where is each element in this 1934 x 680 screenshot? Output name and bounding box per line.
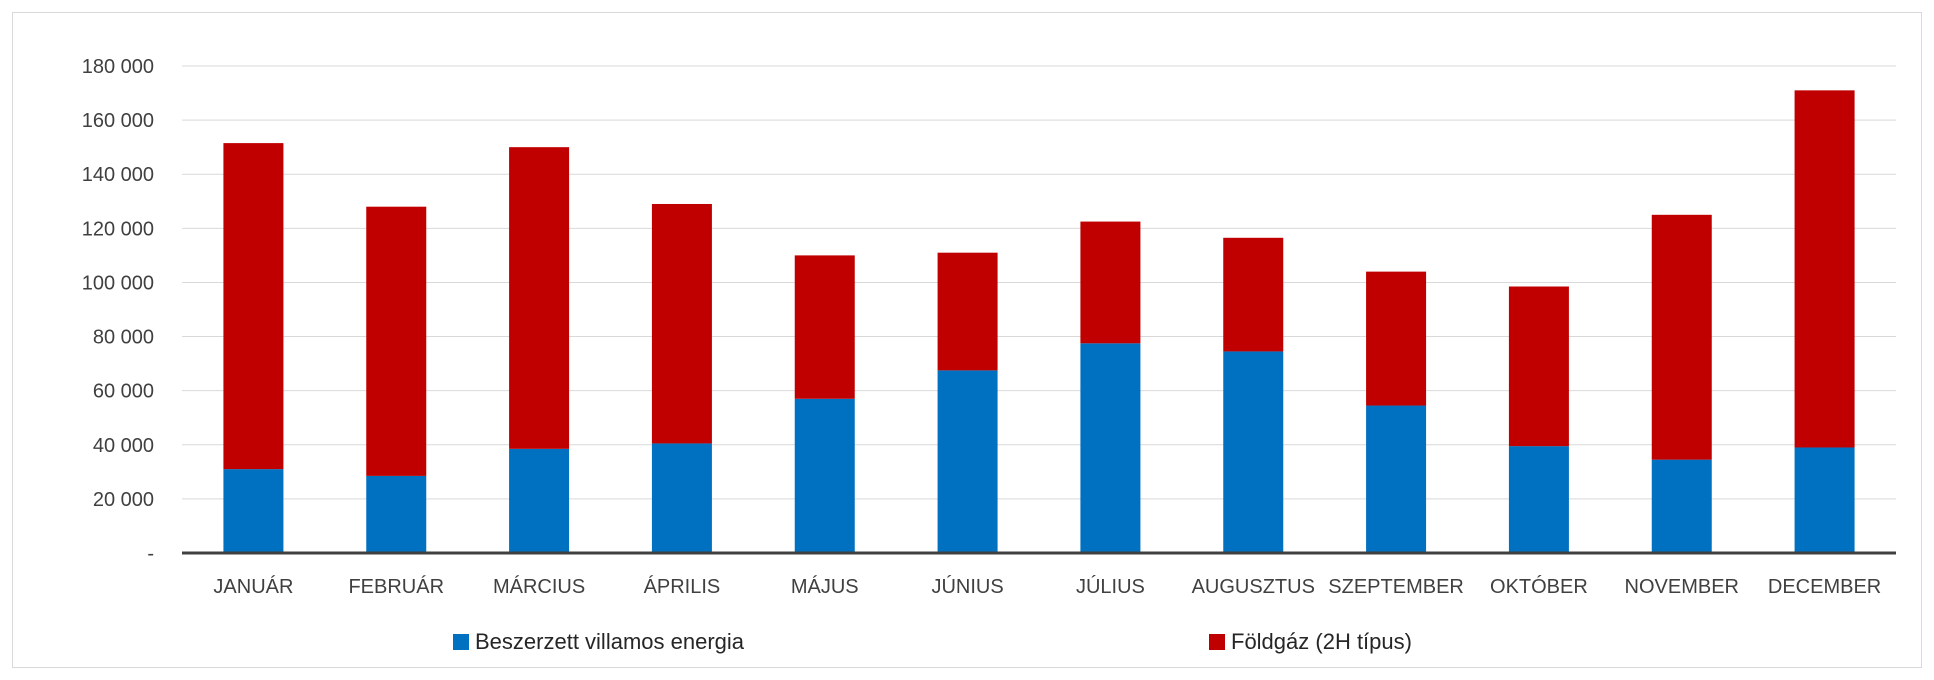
legend: Beszerzett villamos energia Földgáz (2H t… xyxy=(453,629,1412,654)
bar-villamos-energia-3 xyxy=(509,448,570,553)
x-tick-label: OKTÓBER xyxy=(1490,575,1588,598)
bar-villamos-energia-12 xyxy=(1794,447,1855,553)
bar-foldgaz-5 xyxy=(794,255,855,399)
bar-villamos-energia-6 xyxy=(937,370,998,553)
y-tick-labels: - 20 000 40 000 60 000 80 000 100 000 120 000 1… xyxy=(82,56,154,565)
bar-foldgaz-11 xyxy=(1651,214,1712,460)
y-tick-label: - xyxy=(147,543,154,565)
bar-foldgaz-2 xyxy=(366,206,427,476)
y-tick-label: 140 000 xyxy=(82,164,154,186)
y-tick-label: 180 000 xyxy=(82,56,154,78)
bar-foldgaz-9 xyxy=(1366,271,1427,406)
x-tick-label: ÁPRILIS xyxy=(644,575,721,598)
bar-villamos-energia-1 xyxy=(223,469,284,553)
bar-foldgaz-10 xyxy=(1508,286,1569,447)
bar-foldgaz-4 xyxy=(651,203,712,444)
y-tick-label: 20 000 xyxy=(93,489,154,511)
x-tick-label: JÚNIUS xyxy=(931,575,1003,598)
bar-foldgaz-3 xyxy=(509,147,570,449)
bar-foldgaz-6 xyxy=(937,252,998,371)
bar-villamos-energia-10 xyxy=(1508,446,1569,553)
legend-swatch xyxy=(453,634,469,650)
bar-foldgaz-8 xyxy=(1223,237,1284,352)
x-tick-label: JANUÁR xyxy=(213,575,293,598)
y-tick-label: 80 000 xyxy=(93,327,154,349)
x-tick-label: NOVEMBER xyxy=(1625,576,1739,598)
bar-villamos-energia-11 xyxy=(1651,459,1712,553)
x-tick-label: SZEPTEMBER xyxy=(1328,576,1464,598)
bar-villamos-energia-2 xyxy=(366,475,427,553)
y-tick-label: 160 000 xyxy=(82,110,154,132)
bar-foldgaz-7 xyxy=(1080,221,1141,344)
x-tick-labels: JANUÁR FEBRUÁR MÁRCIUS ÁPRILIS MÁJUS JÚNIUS JÚ… xyxy=(213,575,1881,598)
gridlines xyxy=(182,65,1896,500)
bar-villamos-energia-9 xyxy=(1366,405,1427,553)
bar-villamos-energia-7 xyxy=(1080,343,1141,553)
x-tick-label: AUGUSZTUS xyxy=(1192,576,1315,598)
x-tick-label: DECEMBER xyxy=(1768,576,1881,598)
x-tick-label: JÚLIUS xyxy=(1076,575,1145,598)
y-tick-label: 100 000 xyxy=(82,272,154,294)
bar-villamos-energia-5 xyxy=(794,398,855,553)
x-tick-label: MÁRCIUS xyxy=(493,575,585,598)
legend-swatch xyxy=(1209,634,1225,650)
y-tick-label: 120 000 xyxy=(82,218,154,240)
x-tick-label: MÁJUS xyxy=(791,575,859,598)
x-tick-label: FEBRUÁR xyxy=(348,575,444,598)
bar-villamos-energia-8 xyxy=(1223,351,1284,553)
bars xyxy=(223,90,1855,553)
bar-villamos-energia-4 xyxy=(651,443,712,553)
y-tick-label: 40 000 xyxy=(93,435,154,457)
y-tick-label: 60 000 xyxy=(93,381,154,403)
legend-label: Beszerzett villamos energia xyxy=(475,629,745,654)
bar-foldgaz-1 xyxy=(223,143,284,470)
bar-foldgaz-12 xyxy=(1794,90,1855,448)
legend-label: Földgáz (2H típus) xyxy=(1231,629,1412,654)
